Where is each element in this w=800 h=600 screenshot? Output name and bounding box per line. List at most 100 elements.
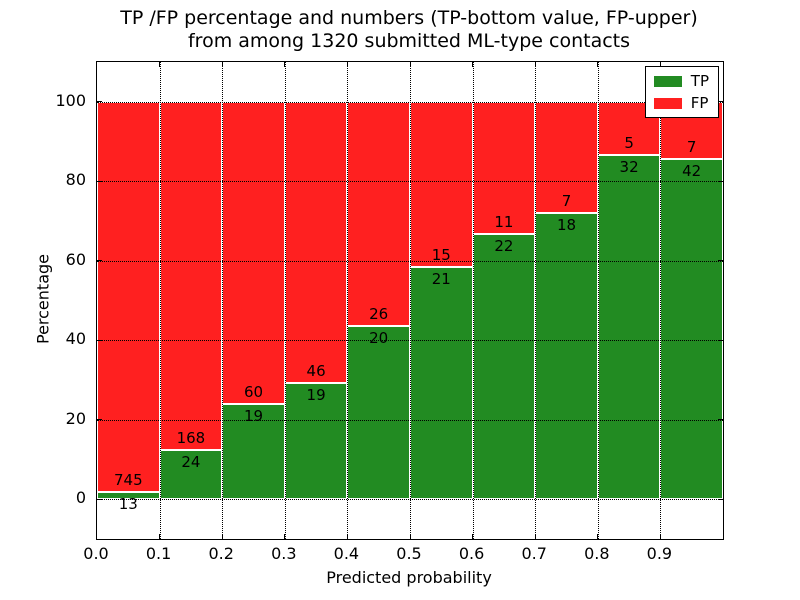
tp-bar-segment: [535, 213, 598, 500]
fp-bar-segment: [159, 101, 223, 450]
x-tick-mark: [409, 62, 411, 67]
v-gridline: [597, 62, 599, 539]
fp-bar-segment: [535, 101, 598, 214]
y-tick-label: 60: [65, 249, 86, 269]
x-axis-label: Predicted probability: [326, 568, 492, 587]
y-tick-mark: [97, 260, 102, 262]
legend-label-tp: TP: [690, 72, 709, 90]
fp-count-label: 7: [686, 137, 697, 156]
legend-item-tp: TP: [653, 72, 709, 90]
grid-layer: [97, 62, 723, 539]
tp-count-label: 24: [181, 452, 201, 471]
x-tick-label: 0.0: [83, 544, 109, 563]
x-tick-mark: [534, 534, 536, 539]
tp-bar-segment: [222, 403, 285, 500]
x-tick-mark: [534, 62, 536, 67]
y-tick-mark: [718, 101, 723, 103]
fp-count-label: 168: [176, 428, 206, 447]
y-tick-mark: [718, 498, 723, 500]
count-labels-layer: 745 13 168 24 60 19 46 19 26 20 15 21 11 22 7 18 5 32 7 42: [97, 62, 723, 539]
fp-count-label: 46: [306, 362, 326, 381]
x-tick-mark: [597, 534, 599, 539]
chart-title: TP /FP percentage and numbers (TP-bottom…: [96, 7, 722, 53]
x-tick-mark: [221, 62, 223, 67]
fp-bar-segment: [410, 101, 473, 268]
x-tick-label: 0.1: [145, 544, 172, 563]
v-gridline: [347, 62, 349, 539]
x-tick-mark: [597, 62, 599, 67]
y-tick-label: 40: [65, 329, 86, 349]
tp-count-label: 19: [306, 386, 326, 405]
v-gridline: [660, 62, 662, 539]
fp-count-label: 745: [113, 471, 143, 490]
fp-swatch: [653, 97, 682, 109]
fp-count-label: 5: [624, 134, 634, 153]
fp-count-label: 11: [494, 213, 514, 232]
fp-bar-segment: [347, 101, 410, 327]
tp-count-label: 13: [118, 495, 138, 514]
y-tick-label: 80: [65, 170, 86, 190]
tp-count-label: 32: [619, 158, 639, 177]
plot-area: 745 13 168 24 60 19 46 19 26 20 15 21 11 22 7 18 5 32 7 42 …: [96, 61, 724, 540]
x-tick-label: 0.5: [396, 544, 422, 563]
x-tick-label: 0.9: [646, 544, 673, 563]
tp-bar-segment: [97, 492, 160, 500]
tp-bar-segment: [284, 383, 348, 500]
tp-count-label: 22: [494, 237, 514, 256]
tp-bar-segment: [660, 158, 723, 500]
y-tick-label: 0: [75, 488, 86, 508]
legend: TP FP: [644, 66, 719, 118]
fp-bar-segment: [284, 101, 348, 384]
x-tick-mark: [409, 534, 411, 539]
y-tick-mark: [97, 339, 102, 341]
x-tick-mark: [284, 534, 286, 539]
tp-count-label: 19: [243, 406, 264, 425]
x-tick-label: 0.4: [333, 544, 360, 563]
fp-count-label: 60: [243, 382, 264, 401]
y-tick-mark: [718, 260, 723, 262]
y-tick-label: 20: [65, 408, 86, 428]
x-tick-mark: [659, 534, 661, 539]
y-tick-mark: [718, 339, 723, 341]
v-gridline: [159, 62, 161, 539]
tp-bar-segment: [347, 326, 410, 500]
chart-title-line1: TP /FP percentage and numbers (TP-bottom…: [120, 7, 698, 29]
x-tick-mark: [346, 62, 348, 67]
y-tick-mark: [718, 419, 723, 421]
x-tick-label: 0.8: [584, 544, 610, 563]
legend-label-fp: FP: [690, 94, 709, 112]
legend-item-fp: FP: [653, 94, 709, 112]
y-tick-mark: [97, 101, 102, 103]
x-tick-mark: [159, 534, 161, 539]
v-gridline: [284, 62, 286, 539]
fp-count-label: 15: [431, 246, 451, 265]
y-tick-mark: [718, 180, 723, 182]
tp-count-label: 20: [369, 329, 389, 348]
ticks-layer: [97, 62, 723, 539]
x-tick-mark: [284, 62, 286, 67]
y-tick-mark: [97, 419, 102, 421]
y-tick-label: 100: [55, 90, 86, 110]
x-tick-mark: [472, 534, 474, 539]
v-gridline: [535, 62, 537, 539]
tp-bar-segment: [597, 155, 661, 500]
v-gridline: [472, 62, 474, 539]
bars-layer: [97, 62, 723, 539]
y-axis-label: Percentage: [33, 253, 53, 345]
fp-count-label: 26: [369, 305, 389, 324]
v-gridline: [410, 62, 411, 539]
tp-count-label: 18: [556, 216, 577, 235]
fp-bar-segment: [97, 101, 160, 493]
chart-title-line2: from among 1320 submitted ML-type contac…: [187, 30, 631, 52]
x-tick-mark: [659, 62, 661, 67]
x-tick-mark: [159, 62, 161, 67]
v-gridline: [222, 62, 224, 539]
fp-bar-segment: [472, 101, 536, 235]
x-tick-mark: [221, 534, 223, 539]
y-tick-mark: [97, 180, 102, 182]
fp-count-label: 7: [561, 192, 572, 211]
y-tick-mark: [97, 498, 102, 500]
tp-swatch: [653, 75, 682, 87]
x-tick-mark: [472, 62, 474, 67]
